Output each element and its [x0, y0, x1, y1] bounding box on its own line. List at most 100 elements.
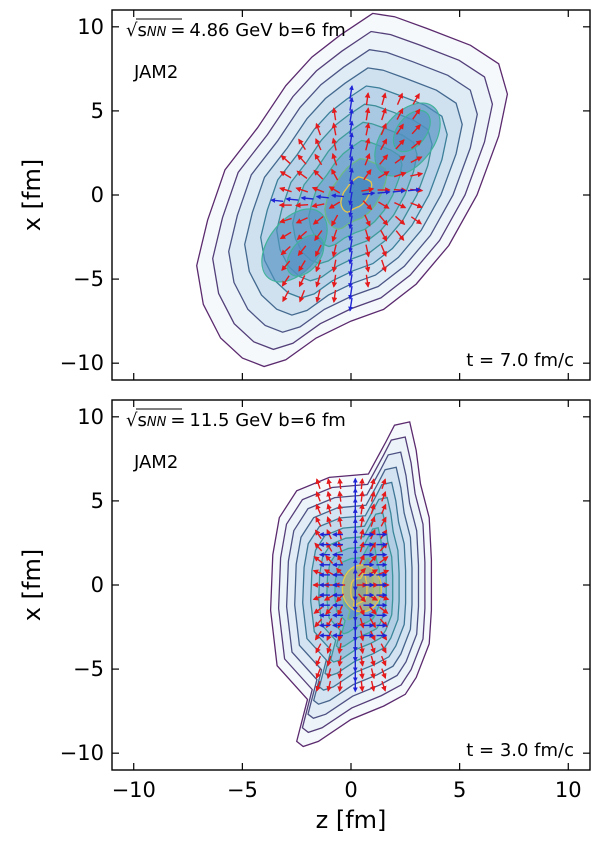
flow-arrow-red [359, 617, 365, 629]
flow-arrow-blue [270, 198, 284, 203]
flow-arrow-red [315, 668, 321, 680]
flow-arrow-red [364, 122, 371, 136]
flow-arrow-red [410, 216, 423, 225]
y-tick-label: 10 [77, 15, 104, 39]
flow-arrow-red [315, 259, 322, 273]
flow-arrow-red [296, 170, 308, 179]
y-tick-label: 5 [91, 99, 104, 123]
y-tick-label: −5 [73, 267, 104, 291]
flow-arrow-red [315, 643, 322, 654]
flow-arrow-red [357, 567, 366, 577]
x-tick-label: −10 [112, 778, 156, 802]
flow-arrow-red [364, 137, 371, 151]
flow-arrow-red [369, 618, 376, 629]
flow-arrow-red [281, 275, 290, 287]
flow-arrow-blue [348, 191, 354, 206]
flow-arrow-red [359, 655, 365, 667]
flow-arrow-red [378, 201, 390, 209]
flow-arrow-blue [348, 155, 354, 170]
flow-arrow-red [337, 655, 343, 667]
flow-arrow-blue [348, 120, 354, 135]
flow-arrow-blue [348, 238, 354, 253]
flow-arrow-red [357, 593, 366, 603]
flow-arrow-red [315, 289, 321, 303]
flow-arrow-red [364, 107, 371, 121]
svg-text:√sNN=11.5 GeV b=6 fm: √sNN = 11.5 GeV b=6 fm [126, 410, 346, 431]
y-axis-label-bottom: x [fm] [18, 549, 46, 621]
density-contours-top [196, 12, 509, 368]
x-tick-label: −5 [227, 778, 258, 802]
flow-arrow-red [380, 503, 387, 515]
flow-arrow-red [380, 229, 388, 242]
flow-arrow-red [315, 274, 321, 288]
flow-arrow-red [313, 556, 323, 564]
flow-arrow-red [410, 156, 423, 164]
flow-arrow-red [370, 490, 376, 502]
flow-arrow-red [337, 605, 343, 616]
flow-arrow-red [313, 606, 323, 614]
flow-arrow-red [359, 503, 365, 515]
flow-arrow-red [331, 259, 338, 273]
flow-arrow-red [364, 214, 371, 227]
contour-lobe [286, 234, 325, 277]
flow-arrow-red [331, 229, 338, 243]
x-tick-label: 10 [555, 778, 582, 802]
x-tick-label: 5 [453, 778, 466, 802]
ticks-top: −10 −5 0 5 10 [60, 10, 590, 380]
flow-arrow-red [364, 153, 371, 166]
y-tick-label: −10 [60, 351, 104, 375]
flow-arrow-red [326, 680, 332, 692]
flow-arrow-red [297, 154, 307, 165]
flow-arrow-red [380, 138, 388, 151]
flow-arrow-red [337, 515, 343, 528]
flow-arrow-red [315, 478, 321, 490]
flow-arrow-red [380, 516, 387, 527]
flow-arrow-red [279, 171, 292, 179]
flow-arrow-red [396, 123, 404, 135]
flow-arrow-red [380, 244, 387, 258]
flow-arrow-red [364, 229, 371, 243]
flow-arrow-red [314, 630, 322, 641]
flow-arrow-red [281, 260, 291, 272]
flow-arrow-red [331, 274, 338, 288]
y-tick-label: 5 [91, 489, 104, 513]
flow-arrow-red [331, 289, 338, 304]
flow-arrow-blue [348, 167, 354, 182]
flow-arrow-red [315, 680, 321, 692]
flow-arrow-red [359, 668, 365, 680]
flow-arrow-red [315, 122, 322, 136]
flow-arrow-red [331, 107, 338, 121]
flow-arrow-red [381, 668, 387, 680]
svg-text:√sNN=4.86 GeV b=6 fm: √sNN = 4.86 GeV b=6 fm [126, 20, 346, 41]
flow-arrow-red [380, 655, 387, 667]
flow-arrow-red [396, 107, 404, 120]
flow-arrow-red [370, 643, 376, 654]
flow-arrow-blue [348, 250, 354, 265]
flow-arrow-red [370, 478, 376, 490]
flow-arrow-blue [362, 191, 376, 196]
flow-arrow-red [364, 92, 371, 106]
flow-arrow-red [337, 477, 343, 490]
flow-arrow-blue [348, 96, 354, 111]
flow-arrow-red [381, 92, 387, 106]
flow-arrow-red [359, 490, 365, 502]
flow-arrow-blue [300, 195, 314, 201]
flow-arrow-red [396, 92, 404, 105]
flow-arrow-red [313, 169, 324, 180]
flow-arrow-blue [407, 187, 421, 193]
flow-arrow-red [325, 606, 334, 615]
model-label-bottom: JAM2 [133, 452, 178, 473]
flow-arrow-red [294, 202, 309, 208]
y-tick-label: −10 [60, 741, 104, 765]
model-label-top: JAM2 [133, 62, 178, 83]
flow-arrow-red [359, 528, 365, 540]
flow-arrow-red [370, 655, 376, 667]
flow-arrow-red [280, 154, 291, 165]
flow-arrow-red [331, 122, 338, 136]
flow-arrow-red [379, 154, 389, 165]
ticks-bottom: −10 −5 0 5 10 −10 −5 0 5 10 [60, 400, 590, 802]
flow-arrow-red [364, 274, 371, 288]
flow-arrow-red [337, 554, 343, 565]
flow-arrow-red [312, 215, 324, 225]
flow-arrow-red [331, 137, 338, 151]
